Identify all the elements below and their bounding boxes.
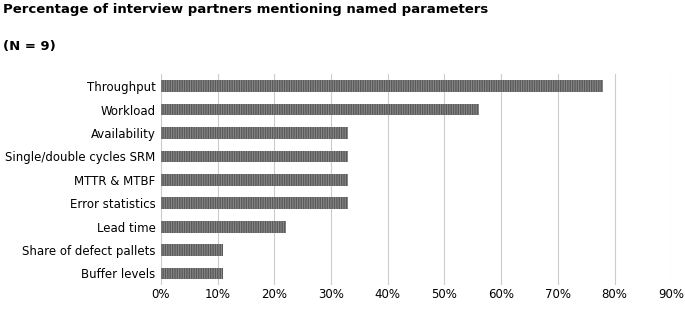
Bar: [161, 174, 348, 186]
Bar: [161, 127, 348, 139]
Bar: [161, 244, 223, 256]
Bar: [161, 151, 348, 162]
Text: (N = 9): (N = 9): [3, 40, 56, 53]
Bar: [161, 221, 286, 232]
Bar: [161, 197, 348, 209]
Bar: [161, 80, 603, 92]
Bar: [161, 268, 223, 279]
Text: Percentage of interview partners mentioning named parameters: Percentage of interview partners mention…: [3, 3, 488, 16]
Bar: [161, 104, 479, 115]
